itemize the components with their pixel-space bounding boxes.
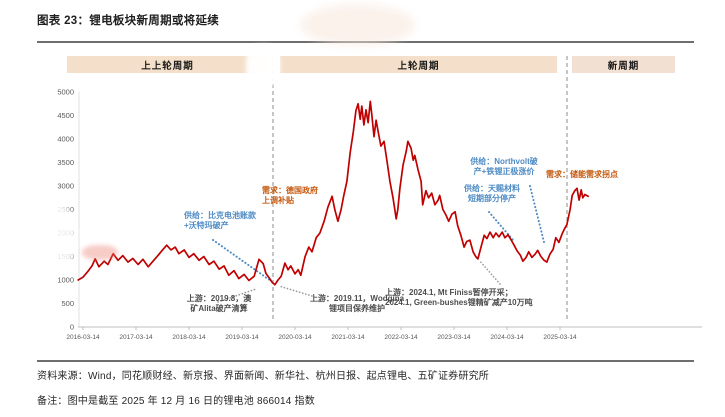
annotation-supply-bike: 供给：比克电池账款 +沃特玛破产: [184, 211, 256, 230]
leader-line-upstream-2024: [478, 259, 501, 285]
annotation-supply-northvolt: 供给：Northvolt破 产+铁锂正极涨价: [470, 157, 538, 176]
y-axis-ticks: 0 500 1000 1500 2000 2500 3000 3500 4000 4500 5000: [57, 88, 74, 332]
annotation-upstream-2024: 上游：2024.1, Mt Finiss暂停开采； 2024.1, Green-…: [385, 288, 533, 307]
period-band-prev-prev-cycle: 上上轮周期: [67, 56, 268, 73]
leader-line-supply-northvolt: [529, 185, 545, 243]
leader-line-upstream-wodgina: [278, 285, 313, 297]
svg-text:2500: 2500: [57, 205, 74, 214]
period-band-prev-cycle: 上轮周期: [280, 56, 557, 73]
period-band-new-cycle: 新周期: [572, 56, 675, 73]
svg-text:1000: 1000: [57, 276, 74, 285]
footer-divider: [37, 360, 694, 362]
svg-text:2022-03-14: 2022-03-14: [384, 334, 418, 341]
svg-text:5000: 5000: [57, 88, 74, 97]
leader-line-upstream-alita: [217, 288, 257, 303]
svg-text:2016-03-14: 2016-03-14: [66, 334, 100, 341]
annotation-upstream-wodgina: 上游：2019.11，Wodgina 锂项目保养维护: [309, 294, 405, 313]
svg-text:2021-03-14: 2021-03-14: [331, 334, 365, 341]
annotation-supply-tinci: 供给：天赐材料 短期部分停产: [464, 184, 520, 203]
svg-text:0: 0: [70, 323, 74, 332]
svg-text:2024-03-14: 2024-03-14: [490, 334, 524, 341]
svg-text:3500: 3500: [57, 158, 74, 167]
svg-text:2000: 2000: [57, 229, 74, 238]
annotation-upstream-alita: 上游：2019.8，澳 矿Alita破产清算: [186, 294, 252, 313]
svg-text:2023-03-14: 2023-03-14: [437, 334, 471, 341]
svg-text:4000: 4000: [57, 135, 74, 144]
chart-title: 图表 23：锂电板块新周期或将延续: [37, 15, 220, 27]
remark-note: 备注：图中是截至 2025 年 12 月 16 日的锂电池 866014 指数: [37, 396, 315, 407]
source-note: 资料来源：Wind，同花顺财经、新京报、界面新闻、新华社、杭州日报、起点锂电、五…: [37, 371, 489, 382]
svg-text:2020-03-14: 2020-03-14: [278, 334, 312, 341]
svg-text:4500: 4500: [57, 111, 74, 120]
svg-text:2018-03-14: 2018-03-14: [172, 334, 206, 341]
period-band-label: 新周期: [607, 60, 640, 72]
svg-text:500: 500: [61, 299, 74, 308]
svg-text:1500: 1500: [57, 252, 74, 261]
svg-text:2019-03-14: 2019-03-14: [225, 334, 259, 341]
annotation-demand-germany: 需求：德国政府 上调补贴: [262, 186, 318, 205]
annotation-demand-storage: 需求：储能需求拐点: [546, 170, 618, 179]
svg-text:2025-03-14: 2025-03-14: [543, 334, 577, 341]
period-band-label: 上轮周期: [397, 60, 440, 72]
svg-text:2017-03-14: 2017-03-14: [119, 334, 153, 341]
x-axis-ticks: 2016-03-14 2017-03-14 2018-03-14 2019-03-14…: [66, 327, 577, 341]
leader-line-supply-tinci: [488, 211, 514, 241]
leader-line-supply-bike: [212, 239, 272, 282]
period-band-label: 上上轮周期: [141, 60, 194, 72]
price-series-line: [77, 100, 589, 286]
svg-text:3000: 3000: [57, 182, 74, 191]
